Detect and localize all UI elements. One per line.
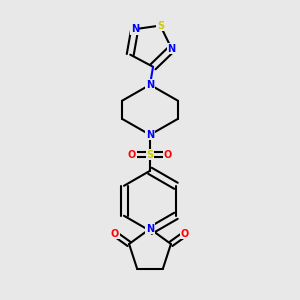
Text: N: N	[168, 44, 176, 54]
Text: S: S	[157, 21, 164, 31]
Text: S: S	[146, 150, 154, 160]
Text: O: O	[164, 150, 172, 160]
Text: O: O	[128, 150, 136, 160]
Text: N: N	[146, 80, 154, 90]
Text: N: N	[146, 224, 154, 234]
Text: O: O	[111, 229, 119, 239]
Text: N: N	[146, 130, 154, 140]
Text: O: O	[181, 229, 189, 239]
Text: N: N	[131, 24, 139, 34]
